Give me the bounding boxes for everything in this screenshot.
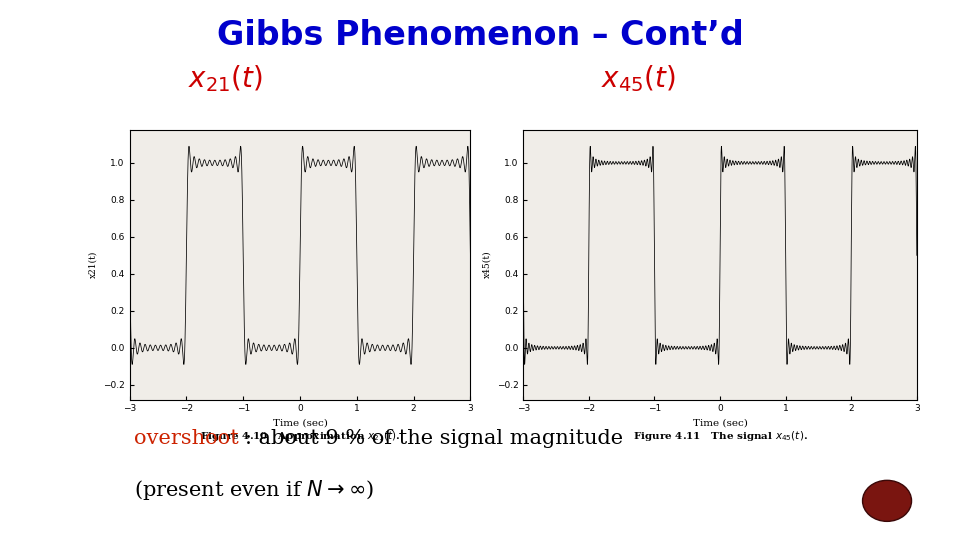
Y-axis label: x21(t): x21(t) (88, 251, 97, 278)
Text: $x_{21}(t)$: $x_{21}(t)$ (188, 63, 263, 94)
Text: Figure 4.11   The signal $x_{45}(t)$.: Figure 4.11 The signal $x_{45}(t)$. (633, 429, 807, 443)
Y-axis label: x45(t): x45(t) (482, 251, 491, 279)
X-axis label: Time (sec): Time (sec) (692, 419, 748, 428)
Text: $x_{45}(t)$: $x_{45}(t)$ (601, 63, 676, 94)
Text: Gibbs Phenomenon – Cont’d: Gibbs Phenomenon – Cont’d (217, 19, 743, 52)
Ellipse shape (862, 481, 912, 522)
X-axis label: Time (sec): Time (sec) (273, 419, 327, 428)
Text: Figure 4.10   Approximation $x_{21}(t)$.: Figure 4.10 Approximation $x_{21}(t)$. (200, 429, 400, 443)
Text: : about 9 % of the signal magnitude: : about 9 % of the signal magnitude (245, 429, 623, 448)
Text: overshoot: overshoot (134, 429, 239, 448)
Text: (present even if $N \rightarrow \infty$): (present even if $N \rightarrow \infty$) (134, 478, 374, 502)
